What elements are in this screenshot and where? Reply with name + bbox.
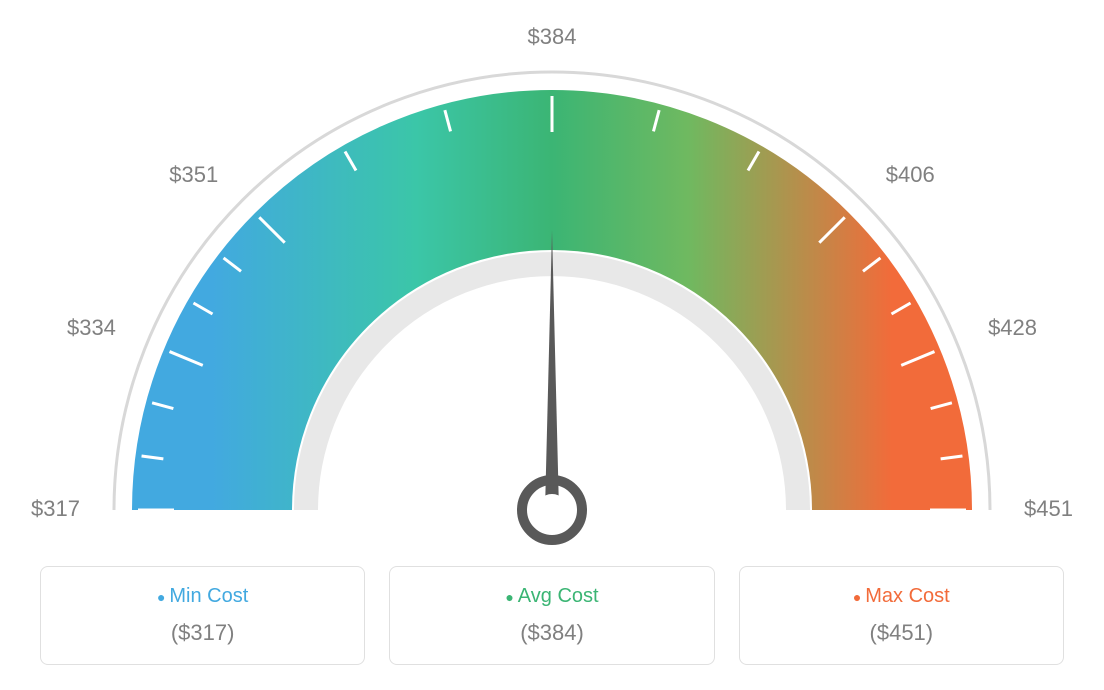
- gauge-tick-label: $451: [1024, 496, 1073, 521]
- max-cost-title: Max Cost: [760, 585, 1043, 608]
- gauge-svg: $317 $334 $351 $384 $406 $428 $451: [0, 20, 1104, 580]
- gauge-tick-label: $317: [31, 496, 80, 521]
- gauge-tick-label: $428: [988, 315, 1037, 340]
- avg-cost-card: Avg Cost ($384): [389, 566, 714, 665]
- gauge-tick-label: $334: [67, 315, 116, 340]
- min-cost-value: ($317): [61, 620, 344, 646]
- gauge-area: $317 $334 $351 $384 $406 $428 $451: [0, 0, 1104, 560]
- avg-cost-title: Avg Cost: [410, 585, 693, 608]
- gauge-tick-label: $384: [528, 24, 577, 49]
- gauge-tick-label: $406: [886, 162, 935, 187]
- gauge-tick-label: $351: [169, 162, 218, 187]
- min-cost-title: Min Cost: [61, 585, 344, 608]
- max-cost-value: ($451): [760, 620, 1043, 646]
- summary-cards: Min Cost ($317) Avg Cost ($384) Max Cost…: [0, 566, 1104, 665]
- avg-cost-value: ($384): [410, 620, 693, 646]
- cost-gauge-chart: $317 $334 $351 $384 $406 $428 $451 Min Cost ($…: [0, 0, 1104, 690]
- max-cost-card: Max Cost ($451): [739, 566, 1064, 665]
- min-cost-card: Min Cost ($317): [40, 566, 365, 665]
